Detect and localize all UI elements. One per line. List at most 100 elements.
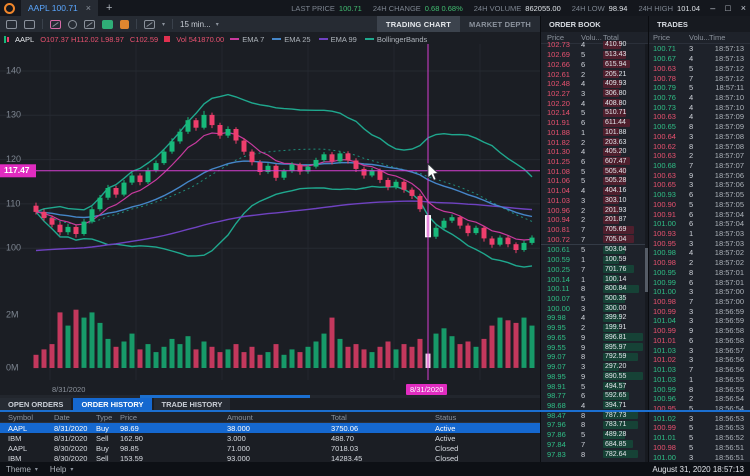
order-book-row[interactable]: 101.30 4 405.20 xyxy=(541,147,648,157)
order-book-row[interactable]: 102.66 6 615.94 xyxy=(541,59,648,69)
trade-row[interactable]: 100.99 5 18:56:53 xyxy=(649,423,750,433)
candlestick-chart[interactable]: 140 130 120 110 100 2M 0M 117.47 xyxy=(0,44,540,384)
trade-row[interactable]: 101.00 3 18:56:51 xyxy=(649,452,750,462)
order-book-row[interactable]: 100.25 7 701.76 xyxy=(541,265,648,275)
orders-col-type[interactable]: Type xyxy=(96,412,113,422)
order-row[interactable]: AAPL 8/30/2020 Buy 98.85 71.000 7018.03 Closed xyxy=(0,443,540,453)
order-book-row[interactable]: 101.08 5 505.40 xyxy=(541,166,648,176)
trades-list[interactable]: 100.71 3 18:57:13 100.67 4 18:57:13 100.63… xyxy=(649,44,750,462)
trade-row[interactable]: 100.91 6 18:57:04 xyxy=(649,209,750,219)
trade-row[interactable]: 100.78 7 18:57:12 xyxy=(649,73,750,83)
trade-row[interactable]: 100.63 4 18:57:09 xyxy=(649,112,750,122)
order-book-row[interactable]: 97.84 7 684.85 xyxy=(541,439,648,449)
trade-row[interactable]: 100.98 4 18:57:02 xyxy=(649,248,750,258)
trade-row[interactable]: 100.73 4 18:57:10 xyxy=(649,102,750,112)
chat-icon[interactable] xyxy=(6,19,17,29)
order-book-row[interactable]: 97.86 5 489.28 xyxy=(541,430,648,440)
tab-market-depth[interactable]: MARKET DEPTH xyxy=(469,19,531,29)
order-book-row[interactable]: 101.82 2 203.63 xyxy=(541,137,648,147)
trade-row[interactable]: 100.96 2 18:56:54 xyxy=(649,394,750,404)
order-book-row[interactable]: 98.77 6 592.65 xyxy=(541,391,648,401)
order-book-row[interactable]: 99.07 3 297.20 xyxy=(541,362,648,372)
trade-row[interactable]: 101.03 3 18:56:57 xyxy=(649,345,750,355)
trade-row[interactable]: 100.67 4 18:57:13 xyxy=(649,54,750,64)
order-book-scrollbar[interactable] xyxy=(645,44,648,462)
order-book-row[interactable]: 102.20 4 408.80 xyxy=(541,98,648,108)
order-book-row[interactable]: 100.81 7 705.69 xyxy=(541,225,648,235)
trade-row[interactable]: 100.99 3 18:56:59 xyxy=(649,306,750,316)
trade-row[interactable]: 100.63 2 18:57:07 xyxy=(649,151,750,161)
theme-menu[interactable]: Theme ▾ xyxy=(6,465,38,474)
order-book-row[interactable]: 102.27 3 306.80 xyxy=(541,89,648,99)
tab-trade-history[interactable]: TRADE HISTORY xyxy=(153,398,231,410)
scrollbar-thumb[interactable] xyxy=(140,395,310,398)
trade-row[interactable]: 100.98 2 18:57:02 xyxy=(649,258,750,268)
order-book-row[interactable]: 101.06 5 505.28 xyxy=(541,176,648,186)
close-tab-icon[interactable]: × xyxy=(85,3,92,13)
help-menu[interactable]: Help ▾ xyxy=(50,465,73,474)
trade-row[interactable]: 100.93 1 18:57:03 xyxy=(649,229,750,239)
order-book-list[interactable]: 102.73 4 410.90 102.69 5 513.43 102.66 6 6… xyxy=(541,40,648,462)
trade-row[interactable]: 100.68 7 18:57:07 xyxy=(649,161,750,171)
signature-icon[interactable] xyxy=(84,19,95,29)
order-book-row[interactable]: 102.48 4 409.93 xyxy=(541,79,648,89)
scrollbar-thumb[interactable] xyxy=(645,248,648,292)
order-row[interactable]: AAPL 8/31/2020 Buy 98.69 38.000 3750.06 Active xyxy=(0,423,540,433)
order-row[interactable]: IBM 8/30/2020 Sell 153.59 93.000 14283.45 Clos… xyxy=(0,453,540,463)
chart-horizontal-scrollbar[interactable] xyxy=(0,395,540,398)
trade-row[interactable]: 101.02 3 18:56:56 xyxy=(649,355,750,365)
target-icon[interactable] xyxy=(68,19,77,29)
orders-col-symbol[interactable]: Symbol xyxy=(8,412,34,422)
trade-row[interactable]: 100.63 9 18:57:06 xyxy=(649,170,750,180)
orders-col-date[interactable]: Date xyxy=(54,412,70,422)
trade-row[interactable]: 100.71 3 18:57:13 xyxy=(649,44,750,54)
symbol-tab[interactable]: AAPL 100.71 × xyxy=(21,0,99,16)
order-book-row[interactable]: 100.14 1 100.14 xyxy=(541,274,648,284)
trade-row[interactable]: 101.03 7 18:56:56 xyxy=(649,365,750,375)
annotation-icon[interactable] xyxy=(24,19,35,29)
trade-row[interactable]: 101.02 3 18:56:53 xyxy=(649,413,750,423)
brush-icon[interactable] xyxy=(120,19,129,29)
trade-row[interactable]: 100.76 4 18:57:10 xyxy=(649,93,750,103)
trade-row[interactable]: 101.01 6 18:56:58 xyxy=(649,336,750,346)
trade-row[interactable]: 100.99 9 18:56:58 xyxy=(649,326,750,336)
trade-row[interactable]: 100.99 8 18:56:55 xyxy=(649,384,750,394)
order-row[interactable]: IBM 8/31/2020 Sell 162.90 3.000 488.70 Active xyxy=(0,433,540,443)
trade-row[interactable]: 100.79 5 18:57:11 xyxy=(649,83,750,93)
order-book-row[interactable]: 100.96 2 201.93 xyxy=(541,205,648,215)
orders-col-total[interactable]: Total xyxy=(331,412,347,422)
order-book-row[interactable]: 100.61 5 503.04 xyxy=(541,245,648,255)
order-book-row[interactable]: 102.69 5 513.43 xyxy=(541,50,648,60)
trade-row[interactable]: 101.04 3 18:56:59 xyxy=(649,316,750,326)
trade-row[interactable]: 100.65 8 18:57:09 xyxy=(649,122,750,132)
orders-col-amount[interactable]: Amount xyxy=(227,412,253,422)
order-book-row[interactable]: 101.91 6 611.44 xyxy=(541,118,648,128)
order-book-row[interactable]: 101.88 1 101.88 xyxy=(541,127,648,137)
trade-row[interactable]: 101.03 1 18:56:55 xyxy=(649,374,750,384)
order-book-row[interactable]: 100.11 8 800.84 xyxy=(541,284,648,294)
trading-chart-panel[interactable]: AAPL O107.37 H112.02 L98.97 C102.59 Vol … xyxy=(0,32,540,398)
indicator-icon[interactable] xyxy=(102,19,113,29)
order-book-row[interactable]: 102.14 5 510.71 xyxy=(541,108,648,118)
trade-row[interactable]: 100.63 5 18:57:12 xyxy=(649,63,750,73)
order-book-row[interactable]: 99.65 9 896.81 xyxy=(541,333,648,343)
order-book-row[interactable]: 101.04 4 404.16 xyxy=(541,186,648,196)
trade-row[interactable]: 100.99 6 18:57:01 xyxy=(649,277,750,287)
trade-row[interactable]: 100.95 8 18:57:01 xyxy=(649,268,750,278)
trade-row[interactable]: 100.98 7 18:57:00 xyxy=(649,297,750,307)
orders-col-price[interactable]: Price xyxy=(120,412,138,422)
order-book-row[interactable]: 98.91 5 494.57 xyxy=(541,381,648,391)
order-book-row[interactable]: 99.98 4 399.92 xyxy=(541,313,648,323)
close-button[interactable]: × xyxy=(740,3,746,13)
order-book-row[interactable]: 97.83 8 782.64 xyxy=(541,449,648,459)
minimize-button[interactable]: – xyxy=(710,3,716,13)
order-book-row[interactable]: 98.47 8 787.73 xyxy=(541,410,648,420)
order-book-row[interactable]: 100.94 2 201.87 xyxy=(541,215,648,225)
order-book-row[interactable]: 100.07 5 500.35 xyxy=(541,294,648,304)
trade-row[interactable]: 100.90 5 18:57:05 xyxy=(649,200,750,210)
order-book-row[interactable]: 98.68 4 394.71 xyxy=(541,401,648,411)
orders-col-status[interactable]: Status xyxy=(435,412,457,422)
chart-type-icon[interactable] xyxy=(144,19,155,29)
order-book-row[interactable]: 100.72 7 705.04 xyxy=(541,234,648,244)
order-book-row[interactable]: 101.25 6 607.47 xyxy=(541,157,648,167)
